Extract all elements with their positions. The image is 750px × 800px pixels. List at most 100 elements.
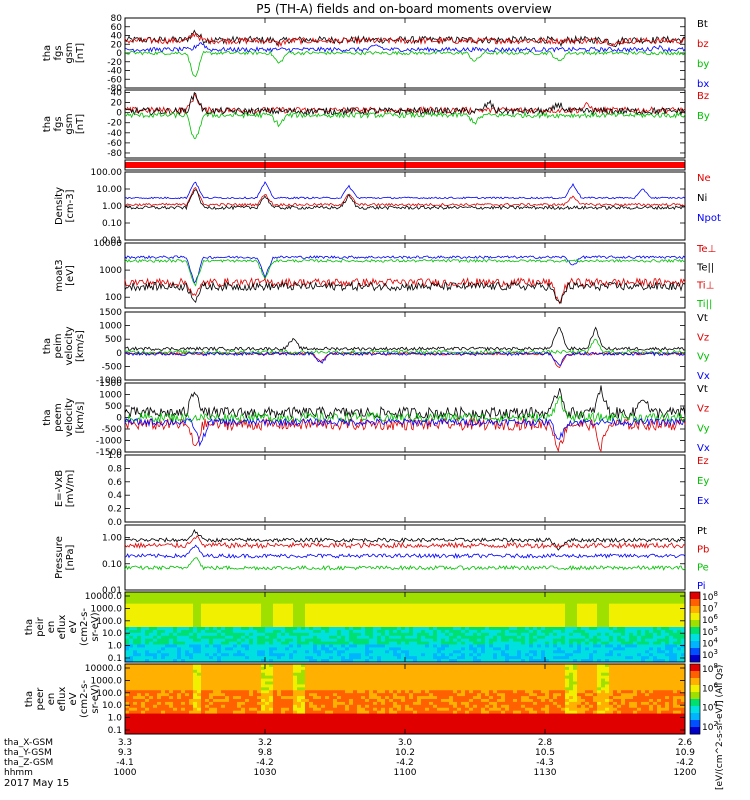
heatmap-cell (205, 618, 210, 622)
heatmap-cell (549, 659, 554, 663)
heatmap-cell (197, 647, 202, 651)
heatmap-cell (573, 606, 578, 610)
heatmap-cell (609, 659, 614, 663)
heatmap-cell (573, 627, 578, 631)
heatmap-cell (441, 659, 446, 663)
heatmap-cell (429, 638, 434, 642)
heatmap-cell (189, 650, 194, 654)
heatmap-cell (225, 699, 230, 703)
heatmap-cell (241, 710, 246, 714)
heatmap-cell (185, 722, 190, 726)
heatmap-cell (445, 644, 450, 648)
legend-entry: bz (697, 39, 709, 50)
heatmap-cell (145, 635, 150, 640)
heatmap-cell (385, 618, 390, 622)
heatmap-cell (657, 592, 662, 596)
heatmap-cell (525, 653, 530, 657)
heatmap-cell (369, 653, 374, 657)
heatmap-cell (513, 612, 518, 616)
heatmap-cell (569, 612, 574, 616)
heatmap-cell (197, 728, 202, 732)
heatmap-cell (277, 699, 282, 703)
heatmap-cell (253, 701, 258, 706)
heatmap-cell (253, 592, 258, 596)
heatmap-cell (213, 635, 218, 640)
heatmap-cell (569, 650, 574, 654)
heatmap-cell (237, 597, 242, 602)
heatmap-cell (617, 659, 622, 663)
heatmap-cell (469, 612, 474, 616)
heatmap-cell (277, 656, 282, 660)
heatmap-cell (125, 696, 130, 700)
heatmap-cell (337, 635, 342, 640)
heatmap-cell (349, 618, 354, 622)
heatmap-cell (417, 592, 422, 596)
heatmap-cell (265, 612, 270, 616)
heatmap-cell (173, 725, 178, 729)
heatmap-cell (397, 615, 402, 619)
heatmap-cell (221, 606, 226, 610)
heatmap-cell (217, 684, 222, 688)
heatmap-cell (241, 650, 246, 654)
heatmap-cell (289, 600, 294, 605)
heatmap-cell (257, 656, 262, 660)
heatmap-cell (433, 653, 438, 657)
heatmap-cell (317, 713, 322, 717)
heatmap-cell (585, 656, 590, 660)
heatmap-cell (661, 656, 666, 660)
heatmap-cell (297, 675, 302, 679)
heatmap-cell (153, 710, 158, 714)
heatmap-cell (533, 632, 538, 637)
heatmap-cell (661, 606, 666, 610)
heatmap-cell (377, 592, 382, 596)
heatmap-cell (129, 597, 134, 602)
heatmap-cell (605, 624, 610, 628)
heatmap-cell (489, 627, 494, 631)
heatmap-cell (145, 669, 150, 674)
heatmap-cell (241, 624, 246, 628)
heatmap-cell (597, 612, 602, 616)
heatmap-cell (409, 618, 414, 622)
heatmap-cell (661, 624, 666, 628)
heatmap-cell (485, 594, 490, 599)
heatmap-cell (305, 731, 310, 735)
heatmap-cell (441, 624, 446, 628)
heatmap-cell (205, 641, 210, 645)
heatmap-cell (545, 612, 550, 616)
heatmap-cell (273, 638, 278, 642)
heatmap-cell (353, 644, 358, 648)
heatmap-cell (581, 632, 586, 637)
heatmap-cell (273, 656, 278, 660)
heatmap-cell (137, 693, 142, 697)
heatmap-cell (533, 603, 538, 607)
heatmap-cell (597, 650, 602, 654)
heatmap-cell (197, 621, 202, 625)
heatmap-cell (225, 664, 230, 668)
heatmap-cell (633, 647, 638, 651)
legend-entry: Vx (697, 371, 710, 382)
heatmap-cell (229, 659, 234, 663)
heatmap-cell (205, 635, 210, 640)
heatmap-cell (325, 693, 330, 697)
heatmap-cell (537, 627, 542, 631)
heatmap-cell (677, 618, 682, 622)
heatmap-cell (297, 615, 302, 619)
heatmap-cell (449, 650, 454, 654)
heatmap-cell (193, 659, 198, 663)
heatmap-cell (209, 684, 214, 688)
heatmap-cell (237, 656, 242, 660)
heatmap-cell (277, 693, 282, 697)
heatmap-cell (661, 629, 666, 634)
heatmap-cell (233, 725, 238, 729)
heatmap-cell (209, 632, 214, 637)
heatmap-cell (149, 693, 154, 697)
heatmap-cell (217, 644, 222, 648)
heatmap-cell (641, 612, 646, 616)
heatmap-cell (229, 678, 234, 682)
heatmap-cell (305, 603, 310, 607)
heatmap-cell (657, 635, 662, 640)
heatmap-cell (213, 710, 218, 714)
heatmap-cell (161, 719, 166, 723)
heatmap-cell (281, 722, 286, 726)
